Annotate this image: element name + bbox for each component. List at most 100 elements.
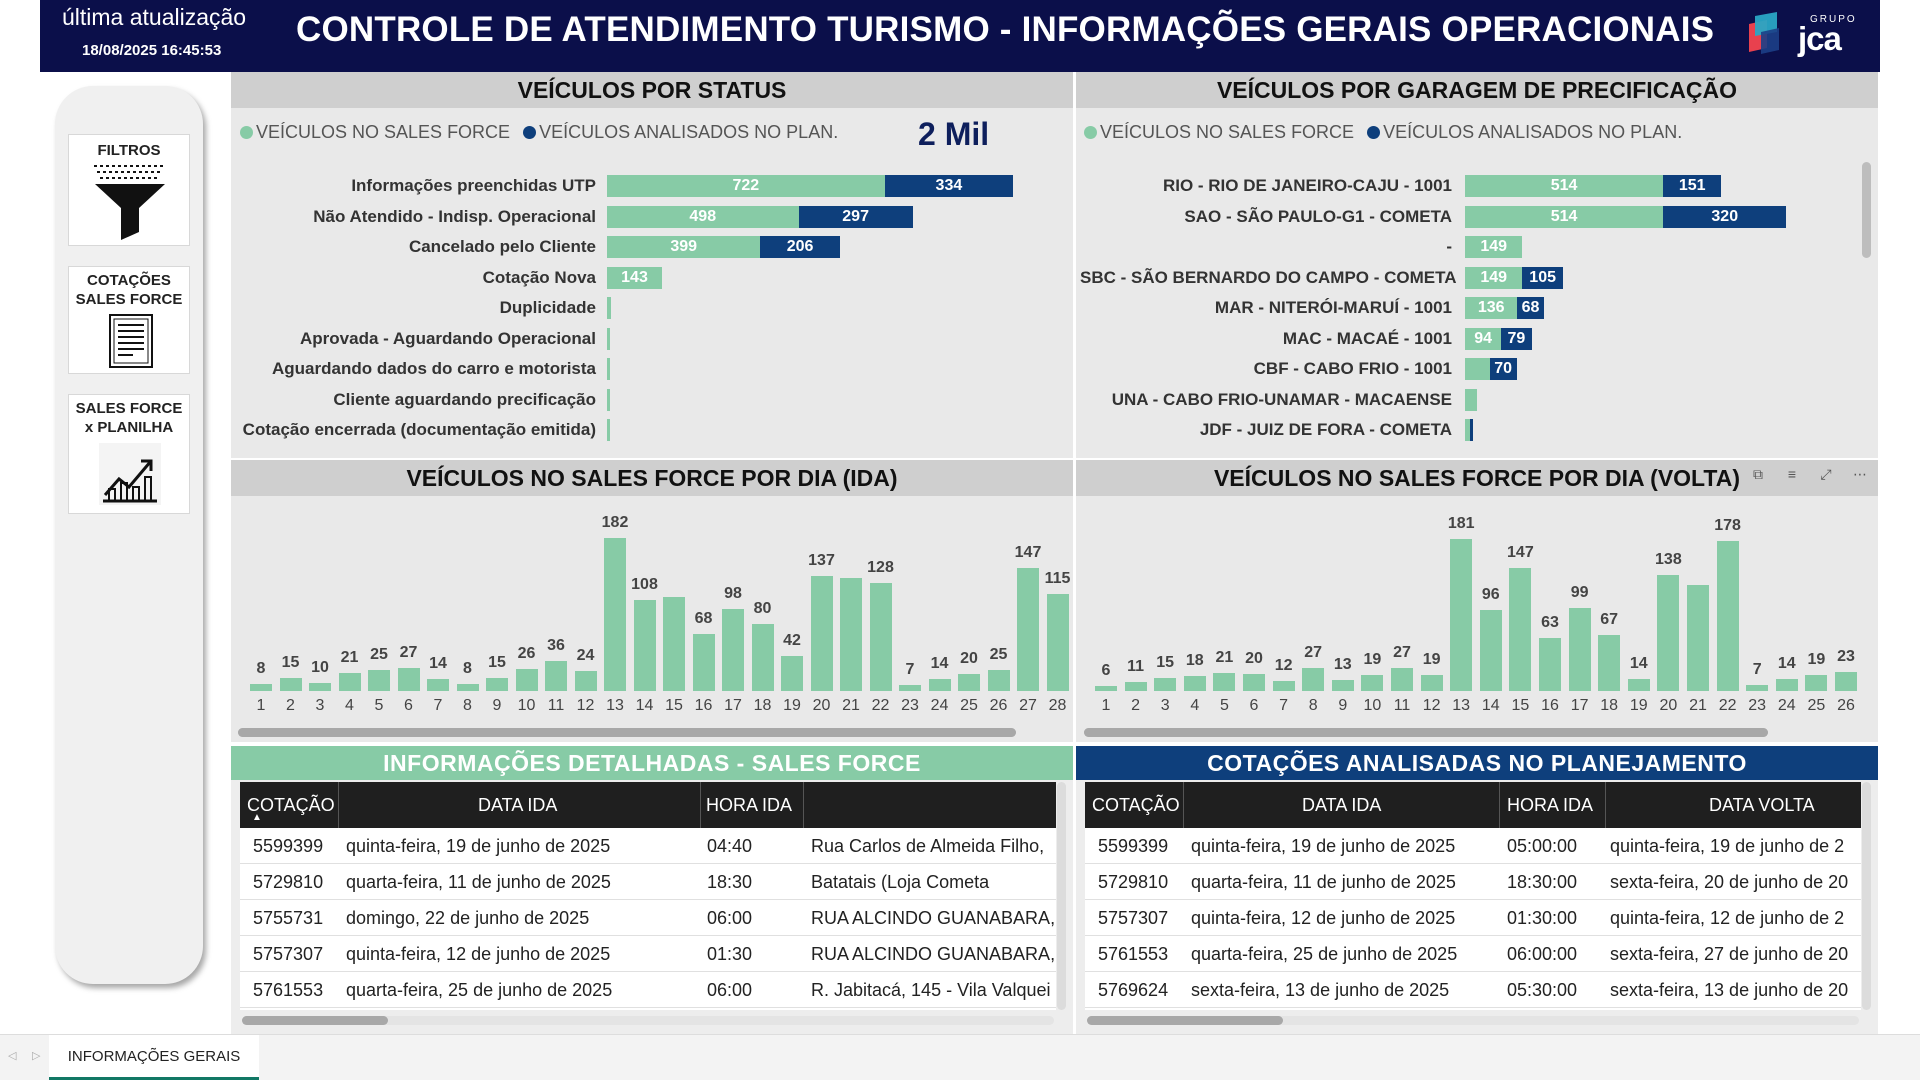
day-bar[interactable]	[840, 578, 862, 691]
bar-analyzed-plan[interactable]: 297	[798, 205, 913, 228]
bar-analyzed-plan[interactable]: 105	[1522, 266, 1563, 289]
day-bar[interactable]	[633, 600, 656, 691]
day-bar[interactable]	[1095, 685, 1117, 691]
day-bar[interactable]	[1805, 675, 1828, 691]
day-bar[interactable]	[1657, 575, 1680, 691]
bar-sales-force[interactable]: 498	[607, 205, 799, 228]
day-bar[interactable]	[810, 575, 833, 691]
bar-sales-force[interactable]: 514	[1465, 205, 1664, 228]
day-bar[interactable]	[1154, 678, 1177, 691]
day-bar[interactable]	[397, 668, 420, 691]
table-row[interactable]: 5757307 quinta-feira, 12 de junho de 202…	[1085, 900, 1861, 936]
day-bar[interactable]	[1598, 634, 1621, 691]
day-bar[interactable]	[1420, 675, 1443, 691]
day-bar[interactable]	[1331, 680, 1354, 691]
plan-table-vscroll[interactable]	[1862, 782, 1871, 1010]
day-bar[interactable]	[1775, 679, 1798, 691]
more-options-icon[interactable]: ⋯	[1853, 466, 1867, 482]
table-row[interactable]: 5755731 domingo, 22 de junho de 2025 06:…	[240, 900, 1056, 936]
day-bar[interactable]	[1716, 541, 1739, 691]
bar-sales-force[interactable]: 149	[1465, 236, 1523, 258]
table-row[interactable]: 5761553 quarta-feira, 25 de junho de 202…	[1085, 936, 1861, 972]
day-bar[interactable]	[1391, 668, 1413, 691]
filter-icon[interactable]: ≡	[1787, 466, 1797, 482]
bar-sales-force[interactable]: 399	[607, 236, 761, 258]
bar-sales-force[interactable]: 136	[1465, 297, 1518, 319]
day-bar[interactable]	[663, 596, 685, 691]
day-bar[interactable]	[456, 684, 479, 691]
day-bar[interactable]	[1272, 680, 1295, 691]
bar-sales-force[interactable]	[1465, 358, 1490, 380]
bar-sales-force[interactable]	[607, 358, 610, 380]
day-bar[interactable]	[545, 660, 567, 691]
volta-scrollbar[interactable]	[1084, 728, 1768, 737]
day-bar[interactable]	[1017, 567, 1039, 691]
plan-header-data-ida[interactable]: DATA IDA	[1302, 795, 1382, 815]
bar-analyzed-plan[interactable]: 334	[884, 175, 1014, 197]
day-bar[interactable]	[574, 670, 597, 691]
bar-sales-force[interactable]: 143	[607, 266, 662, 289]
day-bar[interactable]	[1539, 638, 1561, 691]
bar-sales-force[interactable]: 149	[1465, 266, 1523, 289]
copy-icon[interactable]: ⧉	[1753, 466, 1763, 482]
plan-table-hscroll[interactable]	[1087, 1016, 1859, 1025]
bar-sales-force[interactable]	[1465, 419, 1470, 441]
bar-sales-force[interactable]: 514	[1465, 175, 1664, 197]
day-bar[interactable]	[1568, 607, 1591, 691]
day-bar[interactable]	[899, 685, 921, 691]
day-bar[interactable]	[987, 670, 1010, 691]
day-bar[interactable]	[1302, 668, 1325, 691]
bar-analyzed-plan[interactable]	[1469, 419, 1473, 441]
day-bar[interactable]	[604, 538, 626, 691]
day-bar[interactable]	[1627, 679, 1650, 691]
day-bar[interactable]	[1243, 674, 1265, 691]
bar-sales-force[interactable]	[607, 297, 611, 319]
plan-header-hora-ida[interactable]: HORA IDA	[1507, 795, 1594, 815]
table-row[interactable]: 5757307 quinta-feira, 12 de junho de 202…	[240, 936, 1056, 972]
day-bar[interactable]	[1746, 685, 1769, 691]
day-bar[interactable]	[1450, 538, 1473, 691]
day-bar[interactable]	[751, 623, 774, 691]
bar-analyzed-plan[interactable]: 320	[1663, 205, 1787, 228]
table-row[interactable]: 5761553 quarta-feira, 25 de junho de 202…	[240, 972, 1056, 1008]
quotes-sales-force-button[interactable]: COTAÇÕES SALES FORCE	[68, 266, 190, 374]
day-bar[interactable]	[1361, 675, 1384, 691]
bar-sales-force[interactable]	[607, 327, 610, 350]
tab-next-icon[interactable]: ▷	[32, 1050, 41, 1062]
day-bar[interactable]	[958, 674, 980, 691]
day-bar[interactable]	[427, 679, 449, 691]
day-bar[interactable]	[1213, 673, 1236, 691]
day-bar[interactable]	[1687, 585, 1709, 691]
bar-sales-force[interactable]	[607, 419, 610, 441]
day-bar[interactable]	[928, 679, 951, 691]
sf-header-cotacao[interactable]: COTAÇÃO	[247, 795, 335, 815]
sf-table-vscroll[interactable]	[1057, 782, 1066, 1010]
day-bar[interactable]	[1835, 671, 1857, 691]
day-bar[interactable]	[1479, 610, 1502, 691]
plan-header-data-volta[interactable]: DATA VOLTA	[1709, 795, 1815, 815]
bar-analyzed-plan[interactable]: 151	[1663, 175, 1722, 197]
sf-header-data-ida[interactable]: DATA IDA	[478, 795, 558, 815]
table-row[interactable]: 5729810 quarta-feira, 11 de junho de 202…	[240, 864, 1056, 900]
sales-force-vs-sheet-button[interactable]: SALES FORCE x PLANILHA	[68, 394, 190, 514]
day-bar[interactable]	[781, 655, 803, 691]
day-bar[interactable]	[869, 583, 892, 691]
day-bar[interactable]	[1509, 567, 1532, 691]
ida-scrollbar[interactable]	[238, 728, 1016, 737]
bar-sales-force[interactable]	[607, 388, 610, 411]
bar-analyzed-plan[interactable]: 70	[1489, 358, 1517, 380]
table-row[interactable]: 5599399 quinta-feira, 19 de junho de 202…	[1085, 828, 1861, 864]
tab-informacoes-gerais[interactable]: INFORMAÇÕES GERAIS	[49, 1035, 259, 1080]
day-bar[interactable]	[250, 684, 272, 691]
bar-analyzed-plan[interactable]: 206	[760, 236, 840, 258]
garage-scrollbar[interactable]	[1862, 162, 1871, 258]
table-row[interactable]: 5729810 quarta-feira, 11 de junho de 202…	[1085, 864, 1861, 900]
day-bar[interactable]	[722, 608, 744, 691]
bar-sales-force[interactable]: 722	[607, 175, 885, 197]
day-bar[interactable]	[338, 673, 361, 691]
bar-analyzed-plan[interactable]: 79	[1501, 327, 1532, 350]
bar-analyzed-plan[interactable]: 68	[1517, 297, 1544, 319]
day-bar[interactable]	[368, 670, 390, 691]
day-bar[interactable]	[486, 678, 508, 691]
day-bar[interactable]	[1183, 675, 1206, 691]
